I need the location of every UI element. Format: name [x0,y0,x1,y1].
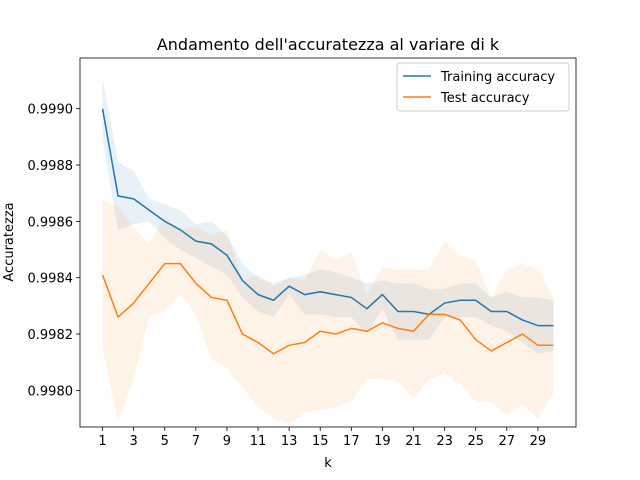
x-axis-ticks: 1 3 5 7 9 11 13 15 17 19 21 23 25 27 29 [98,427,546,449]
x-tick-label: 27 [499,434,516,449]
x-tick-label: 29 [530,434,547,449]
x-tick-label: 25 [467,434,484,449]
y-tick-label: 0.9984 [28,272,74,287]
y-tick-label: 0.9980 [28,384,74,399]
series-line-0 [101,108,554,327]
x-tick-label: 11 [250,434,267,449]
legend-frame [396,62,570,112]
legend-label-training: Training accuracy [440,70,555,85]
band-0 [102,77,554,354]
x-tick-label: 5 [161,434,169,449]
series-line-1 [101,262,554,355]
x-tick-label: 13 [281,434,298,449]
y-tick-label: 0.9986 [28,215,74,230]
series-lines [101,108,554,355]
x-tick-label: 23 [436,434,453,449]
legend: Training accuracy Test accuracy [396,62,570,112]
band-1 [102,198,554,425]
y-axis-label: Accuratezza [2,202,17,281]
confidence-bands [102,77,554,425]
plot-frame [79,57,577,428]
legend-label-test: Test accuracy [440,91,530,106]
x-tick-label: 3 [130,434,138,449]
x-tick-label: 19 [374,434,391,449]
y-tick-label: 0.9988 [28,159,74,174]
x-tick-label: 17 [343,434,360,449]
x-tick-label: 15 [312,434,329,449]
y-tick-label: 0.9982 [28,328,74,343]
x-tick-label: 21 [405,434,422,449]
x-axis-label: k [324,456,332,471]
y-axis-ticks: 0.9980 0.9982 0.9984 0.9986 0.9988 0.9990 [28,103,80,399]
y-tick-label: 0.9990 [28,103,74,118]
x-tick-label: 9 [223,434,231,449]
chart-title: Andamento dell'accuratezza al variare di… [157,35,500,54]
x-tick-label: 1 [98,434,106,449]
x-tick-label: 7 [192,434,200,449]
